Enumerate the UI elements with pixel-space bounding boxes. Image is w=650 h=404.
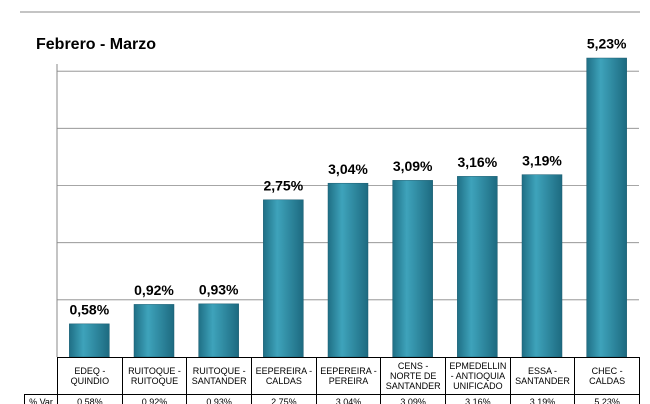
table-value-cell: 5,23% xyxy=(574,394,640,404)
category-cell: EDEQ - QUINDIO xyxy=(57,357,123,395)
table-value-cell: 2,75% xyxy=(251,394,317,404)
category-cell: CHEC - CALDAS xyxy=(574,357,640,395)
bar xyxy=(327,182,369,358)
category-cell: EEPEREIRA - PEREIRA xyxy=(315,357,382,395)
data-label: 3,09% xyxy=(393,158,433,174)
bar xyxy=(198,303,239,358)
table-value-cell: 3,04% xyxy=(315,394,382,404)
category-cell: RUITOQUE - RUITOQUE xyxy=(121,357,188,395)
data-label: 2,75% xyxy=(263,177,303,193)
table-value-cell: 0,93% xyxy=(186,394,252,404)
table-row-label: % Var xyxy=(24,394,58,404)
bar xyxy=(586,57,627,358)
data-label: 0,92% xyxy=(134,282,174,298)
bar xyxy=(457,176,498,358)
chart-title: Febrero - Marzo xyxy=(36,36,156,53)
bar xyxy=(392,180,433,358)
category-cell: RUITOQUE - SANTANDER xyxy=(186,357,252,395)
table-value-cell: 3,09% xyxy=(380,394,446,404)
table-value-cell: 3,16% xyxy=(445,394,511,404)
data-label: 5,23% xyxy=(587,36,627,52)
table-value-cell: 3,19% xyxy=(509,394,576,404)
data-label: 0,58% xyxy=(69,302,109,318)
category-cell: EEPEREIRA - CALDAS xyxy=(251,357,317,395)
table-value-cell: 0,92% xyxy=(121,394,188,404)
category-cell: ESSA - SANTANDER xyxy=(509,357,576,395)
data-label: 3,04% xyxy=(328,161,368,177)
category-cell: CENS - NORTE DE SANTANDER xyxy=(380,357,446,395)
bar xyxy=(69,323,110,358)
bar xyxy=(263,199,304,358)
bar xyxy=(521,174,563,358)
bar xyxy=(133,304,175,358)
category-cell: EPMEDELLIN - ANTIOQUIA UNIFICADO xyxy=(445,357,511,395)
data-label: 0,93% xyxy=(199,282,239,298)
table-value-cell: 0,58% xyxy=(57,394,123,404)
data-label: 3,19% xyxy=(522,152,562,168)
data-label: 3,16% xyxy=(457,154,497,170)
